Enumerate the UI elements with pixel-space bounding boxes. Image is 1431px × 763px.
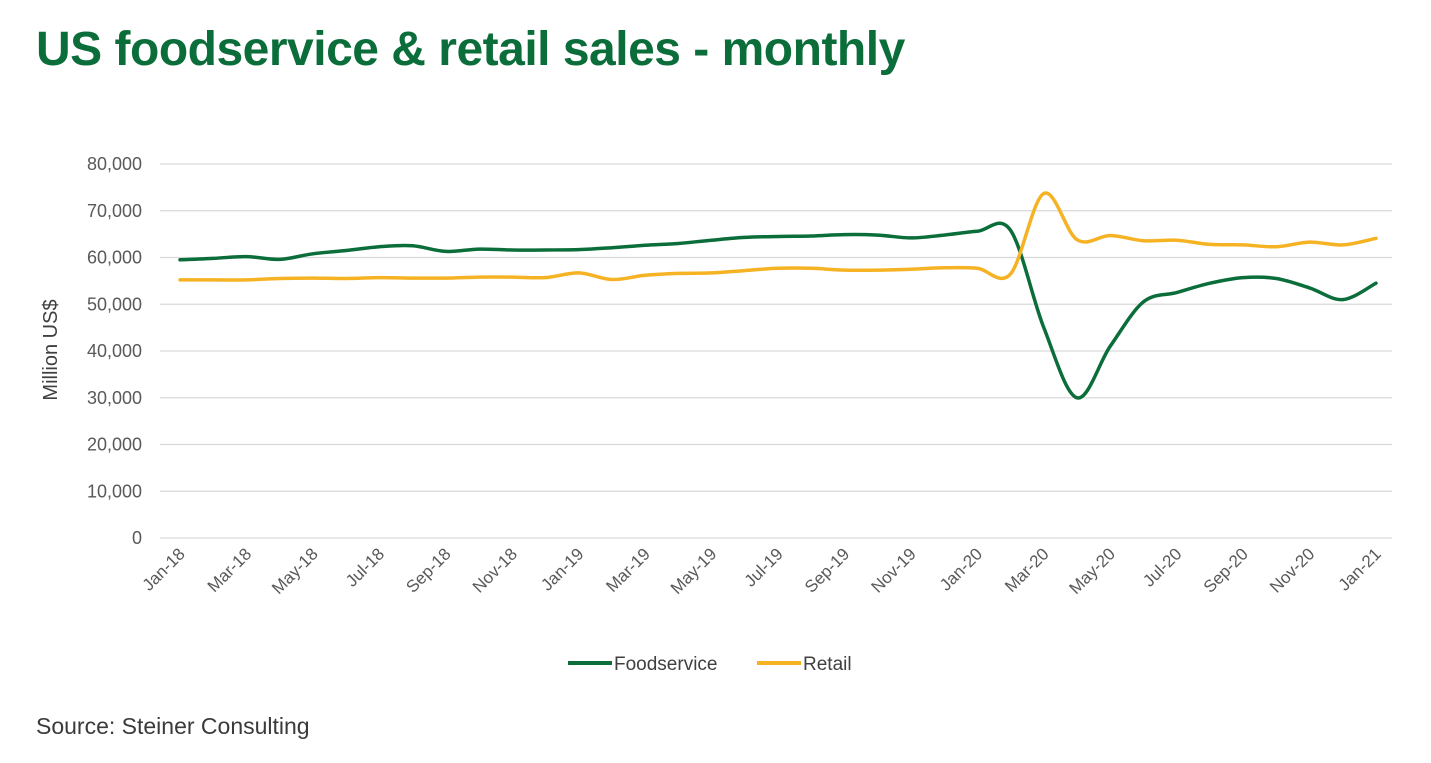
y-tick-label: 60,000: [87, 248, 142, 268]
x-tick-label: Jan-20: [936, 544, 986, 594]
legend-item-foodservice: Foodservice: [568, 654, 718, 675]
x-tick-label: May-19: [667, 544, 721, 598]
x-tick-label: Nov-19: [868, 544, 920, 596]
x-tick-label: May-18: [268, 544, 322, 598]
gridlines: [160, 163, 1392, 539]
x-tick-label: Jan-18: [139, 544, 189, 594]
x-tick-label: Mar-20: [1001, 544, 1053, 596]
y-tick-label: 0: [132, 528, 142, 548]
x-tick-label: Jul-20: [1139, 544, 1185, 590]
legend-item-retail: Retail: [757, 654, 852, 675]
y-axis-ticks: 0 10,000 20,000 30,000 40,000 50,000 60,000 70,…: [87, 154, 142, 548]
x-axis-ticks: Jan-18 Mar-18 May-18 Jul-18 Sep-18 Nov-18 Jan-…: [139, 544, 1385, 598]
x-tick-label: Sep-19: [801, 544, 853, 596]
x-tick-label: Jan-19: [537, 544, 587, 594]
y-tick-label: 70,000: [87, 201, 142, 221]
x-tick-label: Jul-19: [741, 544, 787, 590]
series-line-retail: [178, 191, 1378, 282]
y-tick-label: 30,000: [87, 388, 142, 408]
line-chart: 0 10,000 20,000 30,000 40,000 50,000 60,000 70,…: [40, 154, 1392, 675]
x-tick-label: Mar-19: [602, 544, 654, 596]
x-tick-label: Jul-18: [342, 544, 388, 590]
y-tick-label: 20,000: [87, 435, 142, 455]
y-tick-label: 10,000: [87, 481, 142, 501]
x-tick-label: Mar-18: [204, 544, 256, 596]
x-tick-label: Jan-21: [1335, 544, 1385, 594]
legend-label: Retail: [803, 654, 852, 675]
x-tick-label: Nov-20: [1266, 544, 1318, 596]
legend: Foodservice Retail: [568, 654, 852, 675]
y-axis-title: Million US$: [40, 299, 62, 400]
y-tick-label: 40,000: [87, 341, 142, 361]
y-tick-label: 50,000: [87, 294, 142, 314]
legend-label: Foodservice: [614, 654, 718, 675]
x-tick-label: Nov-18: [469, 544, 521, 596]
x-tick-label: Sep-18: [402, 544, 454, 596]
x-tick-label: Sep-20: [1200, 544, 1252, 596]
series-line-foodservice: [178, 221, 1378, 400]
x-tick-label: May-20: [1066, 544, 1120, 598]
series-lines: [178, 191, 1378, 400]
y-tick-label: 80,000: [87, 154, 142, 174]
source-note: Source: Steiner Consulting: [36, 713, 310, 739]
chart-title: US foodservice & retail sales - monthly: [36, 23, 905, 76]
